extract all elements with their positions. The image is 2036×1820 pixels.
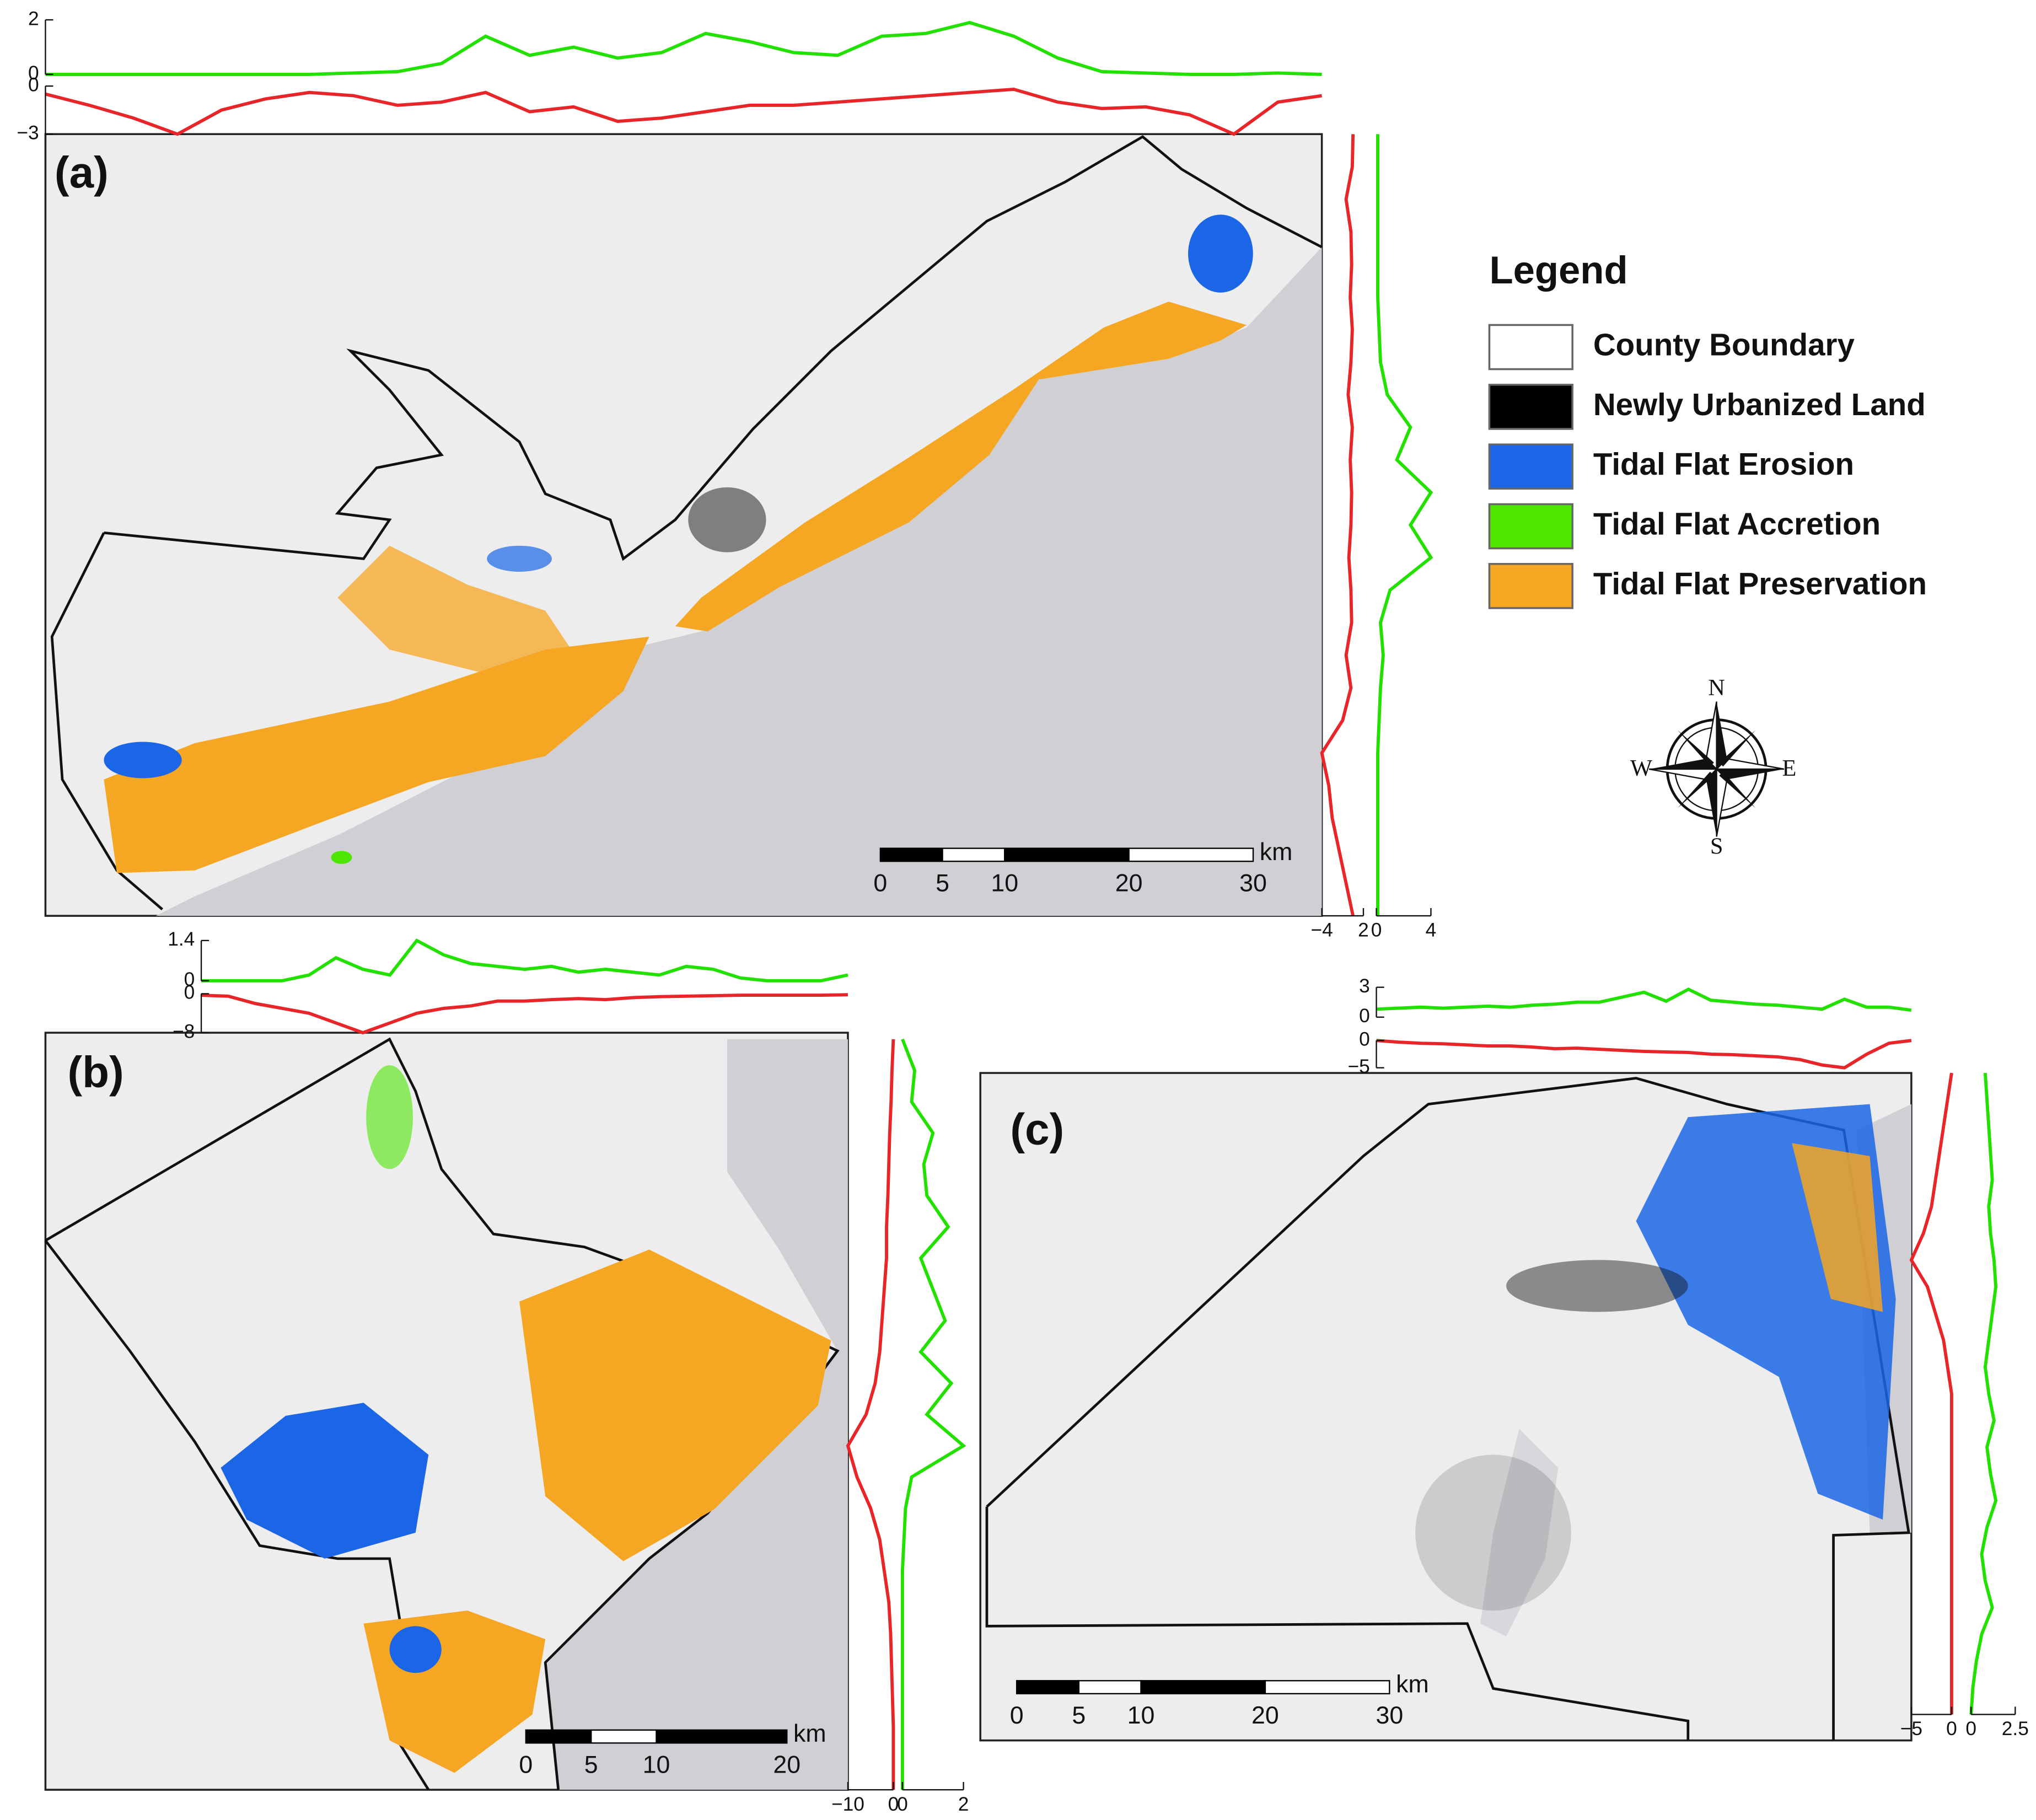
map-c	[979, 1072, 1913, 1742]
scale-label: 20	[773, 1751, 801, 1779]
compass-s: S	[1710, 833, 1723, 859]
profile-line	[900, 1038, 966, 1790]
profile-line	[1376, 1039, 1912, 1070]
tick-label: −3	[17, 122, 39, 144]
scale-segment	[1264, 1680, 1390, 1695]
scale-label: 30	[1239, 869, 1267, 896]
tick-label: −8	[173, 1021, 195, 1042]
scale-unit: km	[1260, 838, 1293, 866]
scale-label: 20	[1115, 869, 1143, 896]
profile-line	[1376, 134, 1433, 916]
tick-label: 1.4	[168, 928, 195, 950]
panel-label: (b)	[67, 1048, 123, 1097]
scale-label: 0	[873, 869, 887, 896]
tick-label: 2.5	[2002, 1718, 2029, 1740]
tick-label: 2	[1358, 920, 1369, 941]
profile-line	[201, 938, 848, 983]
scale-label: 10	[1127, 1701, 1155, 1729]
scale-label: 10	[643, 1751, 670, 1779]
legend-label: Newly Urbanized Land	[1593, 387, 1926, 422]
scale-segment	[656, 1729, 788, 1744]
tick-label: 3	[1359, 975, 1370, 997]
compass-w: W	[1630, 755, 1652, 781]
scale-label: 10	[991, 869, 1018, 896]
compass-rose	[1648, 701, 1785, 837]
profile-line	[201, 993, 848, 1035]
tick-label: 0	[1359, 1029, 1370, 1050]
legend-swatch	[1488, 443, 1573, 490]
tick-label: 0	[1946, 1718, 1957, 1740]
tick-label: 0	[1359, 1005, 1370, 1027]
compass-e: E	[1782, 755, 1797, 781]
tick-label: −5	[1900, 1718, 1922, 1740]
tick-label: 2	[28, 8, 39, 29]
legend-swatch	[1488, 384, 1573, 430]
legend-swatch	[1488, 563, 1573, 609]
legend-swatch	[1488, 324, 1573, 371]
scale-label: 5	[584, 1751, 598, 1779]
panel-label: (c)	[1010, 1105, 1064, 1154]
profile-line	[846, 1039, 895, 1790]
tick-label: 0	[184, 982, 195, 1003]
tick-label: 0	[1965, 1718, 1976, 1740]
tick-label: 0	[1371, 920, 1382, 941]
legend-swatch	[1488, 503, 1573, 550]
profile-line	[1376, 987, 1912, 1012]
legend-label: Tidal Flat Erosion	[1593, 447, 1854, 481]
scale-unit: km	[793, 1720, 826, 1747]
profile-line	[1909, 1072, 1953, 1715]
tick-label: 0	[897, 1794, 908, 1815]
tick-label: 0	[888, 1794, 899, 1815]
profile-line	[1969, 1072, 1998, 1715]
legend-label: Tidal Flat Accretion	[1593, 506, 1881, 541]
legend: County Boundary Newly Urbanized Land Tidal…	[1488, 324, 1927, 609]
legend-title: Legend	[1489, 248, 1627, 292]
tick-label: −10	[831, 1794, 864, 1815]
scale-label: 20	[1251, 1701, 1279, 1729]
scale-segment	[1128, 847, 1254, 862]
scale-label: 5	[936, 869, 949, 896]
profile-line	[45, 20, 1322, 76]
legend-label: Tidal Flat Preservation	[1593, 566, 1927, 601]
profile-line	[45, 87, 1323, 136]
tick-label: 2	[958, 1794, 969, 1815]
legend-label: County Boundary	[1593, 327, 1855, 362]
panel-label: (a)	[55, 148, 109, 197]
tick-label: 4	[1426, 920, 1437, 941]
scale-label: 5	[1072, 1701, 1086, 1729]
tick-label: −5	[1348, 1056, 1370, 1077]
compass-n: N	[1708, 675, 1725, 701]
tick-label: 0	[28, 74, 39, 95]
scale-label: 0	[519, 1751, 533, 1779]
scale-unit: km	[1396, 1671, 1429, 1698]
profile-line	[1320, 134, 1355, 916]
scale-label: 0	[1010, 1701, 1024, 1729]
tick-label: 0	[28, 62, 39, 84]
scale-label: 30	[1376, 1701, 1403, 1729]
tick-label: 0	[184, 969, 195, 990]
map-b	[44, 1032, 849, 1791]
tick-label: −4	[1310, 920, 1333, 941]
map-a	[44, 133, 1323, 917]
